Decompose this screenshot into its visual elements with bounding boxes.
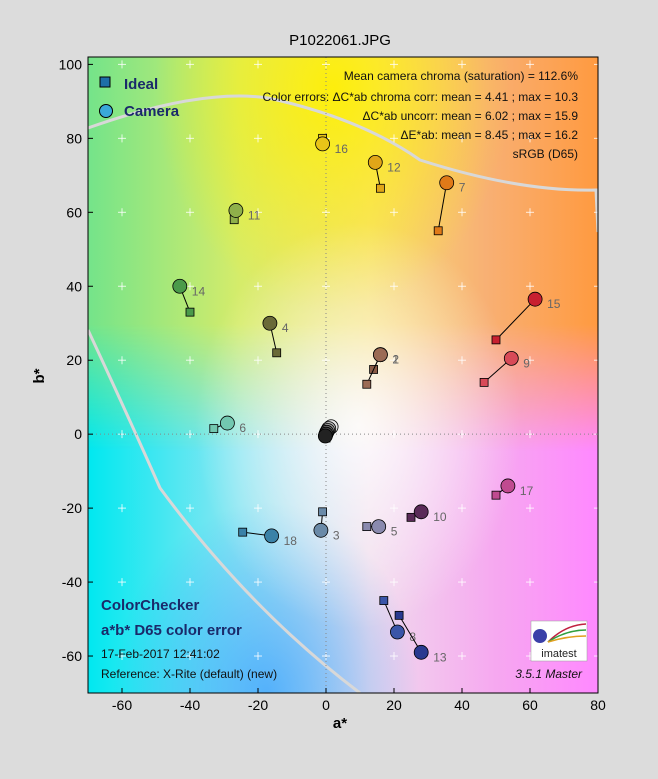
y-tick-label: -40 <box>62 574 82 590</box>
x-tick-label: -20 <box>248 697 268 713</box>
ideal-point-12 <box>375 183 385 193</box>
info-uncorr: ΔC*ab uncorr: mean = 6.02 ; max = 15.9 <box>363 109 579 123</box>
y-tick-label: 60 <box>66 204 82 220</box>
y-tick-label: -60 <box>62 648 82 664</box>
patch-label-17: 17 <box>520 484 534 498</box>
patch-label-16: 16 <box>335 142 349 156</box>
camera-point-4 <box>262 315 278 331</box>
patch-label-1: 1 <box>392 353 399 367</box>
bottom-text: ColorChecker a*b* D65 color error 17-Feb… <box>101 597 583 681</box>
ideal-point-3 <box>318 507 328 517</box>
patch-label-5: 5 <box>391 525 398 539</box>
patch-label-18: 18 <box>284 534 298 548</box>
bottom-title-line2: a*b* D65 color error <box>101 622 242 639</box>
camera-point-3 <box>313 522 329 538</box>
patch-label-9: 9 <box>523 356 530 370</box>
camera-point-8 <box>389 624 405 640</box>
camera-point-5 <box>371 519 387 535</box>
x-tick-label: 80 <box>590 697 606 713</box>
patch-label-10: 10 <box>433 510 447 524</box>
ideal-point-14 <box>185 307 195 317</box>
y-tick-label: 80 <box>66 130 82 146</box>
info-chroma-corr: Color errors: ΔC*ab chroma corr: mean = … <box>263 90 579 104</box>
camera-point-2 <box>372 347 388 363</box>
ideal-point-4 <box>272 348 282 358</box>
chart-title: P1022061.JPG <box>289 32 391 49</box>
bottom-title-line1: ColorChecker <box>101 597 200 614</box>
ideal-point-17 <box>491 490 501 500</box>
ideal-point-10 <box>406 512 416 522</box>
error-line-15 <box>495 298 536 341</box>
camera-point-24 <box>317 428 333 444</box>
patch-label-12: 12 <box>387 160 401 174</box>
ideal-point-6 <box>209 424 219 434</box>
x-axis-label: a* <box>333 715 347 732</box>
patch-label-2: 2 <box>392 353 399 367</box>
x-tick-label: 20 <box>386 697 402 713</box>
info-colorspace: sRGB (D65) <box>513 147 578 161</box>
ideal-point-13 <box>394 610 404 620</box>
camera-point-13 <box>413 644 429 660</box>
camera-point-6 <box>219 415 235 431</box>
info-chroma: Mean camera chroma (saturation) = 112.6% <box>344 69 579 83</box>
patch-label-13: 13 <box>433 650 447 664</box>
x-tick-label: 60 <box>522 697 538 713</box>
camera-point-14 <box>172 278 188 294</box>
x-tick-label: -40 <box>180 697 200 713</box>
patch-label-14: 14 <box>192 284 206 298</box>
ideal-point-8 <box>379 596 389 605</box>
camera-point-9 <box>503 350 519 366</box>
patch-label-7: 7 <box>459 181 466 195</box>
x-tick-label: -60 <box>112 697 132 713</box>
y-axis-label: b* <box>31 368 48 383</box>
y-tick-label: 40 <box>66 278 82 294</box>
legend-ideal-label: Ideal <box>124 76 158 93</box>
ideal-point-15 <box>491 335 501 345</box>
legend-ideal-square-icon <box>99 76 111 88</box>
y-tick-label: 20 <box>66 352 82 368</box>
legend-camera-label: Camera <box>124 103 180 120</box>
version-text: 3.5.1 Master <box>515 667 583 681</box>
plot-frame <box>87 56 599 694</box>
gamut-boundary-lower <box>88 329 361 693</box>
legend: Ideal Camera <box>99 76 180 120</box>
ideal-point-5 <box>362 522 372 532</box>
reference-text: Reference: X-Rite (default) (new) <box>101 667 277 681</box>
axis-ticks: -60 -40 -20 0 20 40 60 80 100 80 60 40 20 0 -20 -40 -60 <box>59 56 606 713</box>
patch-label-15: 15 <box>547 297 561 311</box>
patch-label-11: 11 <box>248 208 261 222</box>
ideal-point-7 <box>433 226 443 236</box>
x-tick-label: 0 <box>322 697 330 713</box>
camera-point-15 <box>527 291 543 307</box>
camera-point-11 <box>228 203 244 218</box>
patch-label-3: 3 <box>333 528 340 542</box>
imatest-logo: imatest <box>530 620 588 662</box>
info-box: Mean camera chroma (saturation) = 112.6%… <box>263 69 579 161</box>
ideal-point-2 <box>362 379 372 389</box>
ideal-point-18 <box>238 527 248 537</box>
y-tick-label: -20 <box>62 500 82 516</box>
patch-label-8: 8 <box>409 630 416 644</box>
camera-point-7 <box>439 175 455 191</box>
error-line-7 <box>437 182 448 231</box>
camera-point-10 <box>413 504 429 520</box>
camera-point-16 <box>315 136 331 152</box>
y-tick-label: 100 <box>59 56 83 72</box>
ideal-point-9 <box>479 377 489 387</box>
camera-point-12 <box>367 154 383 170</box>
legend-camera-circle-icon <box>99 104 113 118</box>
patch-label-6: 6 <box>239 421 246 435</box>
x-tick-label: 40 <box>454 697 470 713</box>
logo-text: imatest <box>541 648 576 660</box>
gamut-boundary <box>88 94 598 233</box>
patch-label-4: 4 <box>282 321 289 335</box>
camera-point-17 <box>500 478 516 494</box>
y-tick-label: 0 <box>74 426 82 442</box>
info-delta-e: ΔE*ab: mean = 8.45 ; max = 16.2 <box>401 128 579 142</box>
camera-point-18 <box>264 528 280 544</box>
date-text: 17-Feb-2017 12:41:02 <box>101 647 220 661</box>
